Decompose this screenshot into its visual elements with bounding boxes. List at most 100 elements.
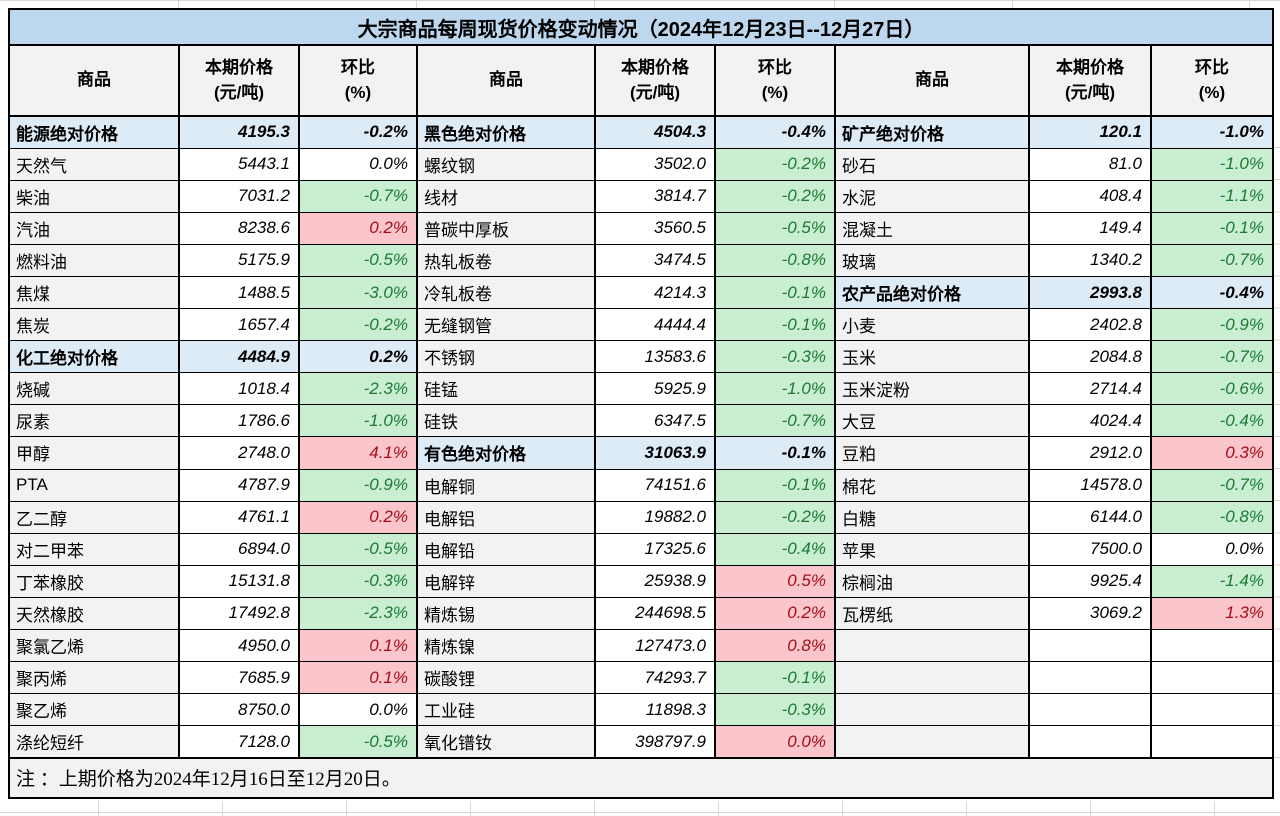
pct-change-cell[interactable]: -0.3% [714, 693, 836, 727]
commodity-cell[interactable]: 棉花 [834, 468, 1030, 502]
pct-change-cell[interactable]: -0.1% [714, 308, 836, 342]
pct-change-cell[interactable]: -0.7% [298, 179, 418, 213]
pct-change-cell[interactable]: -3.0% [298, 275, 418, 310]
price-cell[interactable]: 3814.7 [594, 179, 716, 213]
pct-change-cell[interactable]: -0.2% [714, 500, 836, 534]
price-cell[interactable]: 11898.3 [594, 693, 716, 727]
price-cell[interactable]: 2912.0 [1028, 436, 1152, 470]
commodity-cell[interactable]: 电解铝 [416, 500, 596, 534]
pct-change-cell[interactable]: -0.1% [714, 275, 836, 310]
pct-change-cell[interactable]: 0.8% [714, 628, 836, 663]
price-cell[interactable]: 5443.1 [178, 147, 300, 181]
commodity-cell[interactable] [834, 693, 1030, 727]
footnote[interactable]: 注 ：上期价格为2024年12月16日至12月20日。 [8, 756, 1274, 799]
price-cell[interactable]: 398797.9 [594, 725, 716, 759]
commodity-cell[interactable]: 玻璃 [834, 243, 1030, 277]
commodity-cell[interactable]: 砂石 [834, 147, 1030, 181]
pct-change-cell[interactable]: -0.5% [298, 243, 418, 277]
commodity-cell[interactable]: PTA [8, 468, 180, 502]
price-cell[interactable]: 4195.3 [178, 115, 300, 149]
commodity-cell[interactable]: 白糖 [834, 500, 1030, 534]
pct-change-cell[interactable]: -0.1% [714, 468, 836, 502]
commodity-cell[interactable]: 天然橡胶 [8, 596, 180, 631]
commodity-cell[interactable]: 矿产绝对价格 [834, 115, 1030, 149]
commodity-cell[interactable]: 化工绝对价格 [8, 340, 180, 374]
pct-change-cell[interactable]: -0.5% [298, 725, 418, 759]
col-header-pct[interactable]: 环比 (%) [298, 44, 418, 117]
price-cell[interactable]: 25938.9 [594, 564, 716, 598]
pct-change-cell[interactable]: -0.4% [714, 532, 836, 566]
commodity-cell[interactable]: 热轧板卷 [416, 243, 596, 277]
commodity-cell[interactable]: 电解铅 [416, 532, 596, 566]
commodity-cell[interactable]: 烧碱 [8, 372, 180, 406]
price-cell[interactable]: 127473.0 [594, 628, 716, 663]
price-cell[interactable]: 1018.4 [178, 372, 300, 406]
commodity-cell[interactable] [834, 661, 1030, 695]
price-cell[interactable]: 17325.6 [594, 532, 716, 566]
col-header-commodity[interactable]: 商品 [834, 44, 1030, 117]
price-cell[interactable]: 4504.3 [594, 115, 716, 149]
pct-change-cell[interactable]: 0.2% [714, 596, 836, 631]
pct-change-cell[interactable]: 0.0% [714, 725, 836, 759]
commodity-cell[interactable]: 硅锰 [416, 372, 596, 406]
price-cell[interactable] [1028, 725, 1152, 759]
price-cell[interactable]: 7031.2 [178, 179, 300, 213]
price-cell[interactable]: 3560.5 [594, 211, 716, 245]
commodity-cell[interactable]: 尿素 [8, 404, 180, 438]
commodity-cell[interactable]: 聚丙烯 [8, 661, 180, 695]
price-cell[interactable]: 4214.3 [594, 275, 716, 310]
price-cell[interactable]: 6894.0 [178, 532, 300, 566]
commodity-cell[interactable]: 聚乙烯 [8, 693, 180, 727]
pct-change-cell[interactable]: -0.3% [714, 340, 836, 374]
pct-change-cell[interactable]: -0.4% [714, 115, 836, 149]
price-cell[interactable]: 7685.9 [178, 661, 300, 695]
commodity-cell[interactable]: 精炼锡 [416, 596, 596, 631]
pct-change-cell[interactable]: 0.0% [1150, 532, 1274, 566]
price-cell[interactable]: 3474.5 [594, 243, 716, 277]
price-cell[interactable]: 17492.8 [178, 596, 300, 631]
price-cell[interactable]: 1340.2 [1028, 243, 1152, 277]
pct-change-cell[interactable]: -0.2% [714, 179, 836, 213]
price-cell[interactable]: 1657.4 [178, 308, 300, 342]
commodity-cell[interactable]: 聚氯乙烯 [8, 628, 180, 663]
commodity-cell[interactable]: 冷轧板卷 [416, 275, 596, 310]
commodity-cell[interactable]: 螺纹钢 [416, 147, 596, 181]
col-header-price[interactable]: 本期价格 (元/吨) [1028, 44, 1152, 117]
commodity-cell[interactable]: 电解锌 [416, 564, 596, 598]
price-cell[interactable]: 6347.5 [594, 404, 716, 438]
commodity-cell[interactable]: 氧化镨钕 [416, 725, 596, 759]
commodity-cell[interactable]: 线材 [416, 179, 596, 213]
pct-change-cell[interactable] [1150, 693, 1274, 727]
commodity-cell[interactable]: 农产品绝对价格 [834, 275, 1030, 310]
pct-change-cell[interactable]: -1.0% [1150, 115, 1274, 149]
commodity-cell[interactable]: 无缝钢管 [416, 308, 596, 342]
commodity-cell[interactable] [834, 725, 1030, 759]
price-cell[interactable]: 408.4 [1028, 179, 1152, 213]
price-cell[interactable]: 15131.8 [178, 564, 300, 598]
price-cell[interactable] [1028, 693, 1152, 727]
pct-change-cell[interactable]: -0.9% [298, 468, 418, 502]
price-cell[interactable]: 244698.5 [594, 596, 716, 631]
commodity-cell[interactable]: 瓦楞纸 [834, 596, 1030, 631]
price-cell[interactable]: 4444.4 [594, 308, 716, 342]
pct-change-cell[interactable]: -0.1% [1150, 211, 1274, 245]
commodity-cell[interactable]: 甲醇 [8, 436, 180, 470]
commodity-cell[interactable]: 精炼镍 [416, 628, 596, 663]
price-cell[interactable] [1028, 628, 1152, 663]
pct-change-cell[interactable]: -0.2% [298, 115, 418, 149]
price-cell[interactable]: 5175.9 [178, 243, 300, 277]
price-cell[interactable]: 7128.0 [178, 725, 300, 759]
price-cell[interactable]: 120.1 [1028, 115, 1152, 149]
commodity-cell[interactable] [834, 628, 1030, 663]
commodity-cell[interactable]: 涤纶短纤 [8, 725, 180, 759]
price-cell[interactable]: 5925.9 [594, 372, 716, 406]
pct-change-cell[interactable]: 4.1% [298, 436, 418, 470]
pct-change-cell[interactable]: -0.2% [714, 147, 836, 181]
commodity-cell[interactable]: 柴油 [8, 179, 180, 213]
price-cell[interactable]: 7500.0 [1028, 532, 1152, 566]
price-cell[interactable]: 149.4 [1028, 211, 1152, 245]
commodity-cell[interactable]: 棕榈油 [834, 564, 1030, 598]
commodity-cell[interactable]: 能源绝对价格 [8, 115, 180, 149]
pct-change-cell[interactable]: 0.2% [298, 211, 418, 245]
commodity-cell[interactable]: 丁苯橡胶 [8, 564, 180, 598]
